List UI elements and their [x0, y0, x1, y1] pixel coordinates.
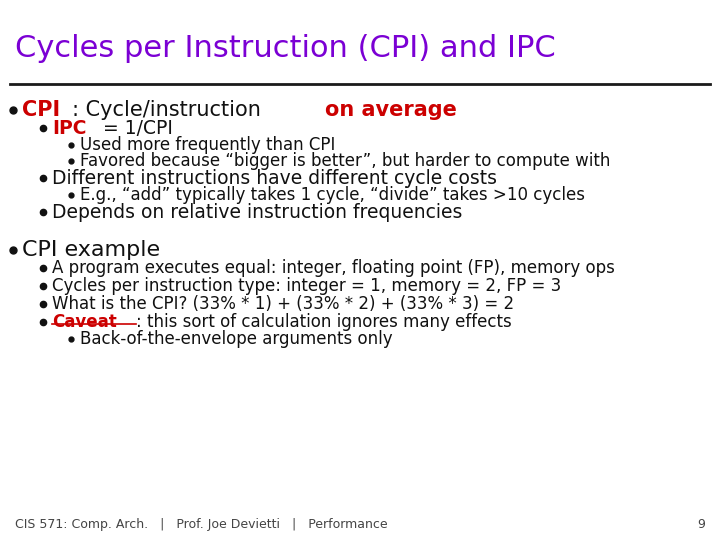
Text: CPI: CPI — [22, 99, 60, 119]
Text: CIS 571: Comp. Arch.   |   Prof. Joe Devietti   |   Performance: CIS 571: Comp. Arch. | Prof. Joe Deviett… — [15, 518, 387, 531]
Text: A program executes equal: integer, floating point (FP), memory ops: A program executes equal: integer, float… — [52, 259, 615, 278]
Text: : Cycle/instruction: : Cycle/instruction — [71, 99, 267, 119]
Text: : this sort of calculation ignores many effects: : this sort of calculation ignores many … — [136, 313, 512, 332]
Text: on average: on average — [325, 99, 457, 119]
Text: CPI example: CPI example — [22, 240, 160, 260]
Text: Favored because “bigger is better”, but harder to compute with: Favored because “bigger is better”, but … — [80, 152, 611, 170]
Text: Cycles per Instruction (CPI) and IPC: Cycles per Instruction (CPI) and IPC — [15, 33, 556, 63]
Text: IPC: IPC — [52, 119, 86, 138]
Text: E.g., “add” typically takes 1 cycle, “divide” takes >10 cycles: E.g., “add” typically takes 1 cycle, “di… — [80, 186, 585, 204]
Text: Used more frequently than CPI: Used more frequently than CPI — [80, 136, 336, 154]
Text: Back-of-the-envelope arguments only: Back-of-the-envelope arguments only — [80, 330, 392, 348]
Text: What is the CPI? (33% * 1) + (33% * 2) + (33% * 3) = 2: What is the CPI? (33% * 1) + (33% * 2) +… — [52, 295, 514, 313]
Text: 9: 9 — [697, 518, 705, 531]
Text: Cycles per instruction type: integer = 1, memory = 2, FP = 3: Cycles per instruction type: integer = 1… — [52, 278, 562, 295]
Text: Different instructions have different cycle costs: Different instructions have different cy… — [52, 169, 497, 188]
Text: Depends on relative instruction frequencies: Depends on relative instruction frequenc… — [52, 203, 462, 222]
Text: = 1/CPI: = 1/CPI — [96, 119, 173, 138]
Text: Caveat: Caveat — [52, 313, 117, 332]
